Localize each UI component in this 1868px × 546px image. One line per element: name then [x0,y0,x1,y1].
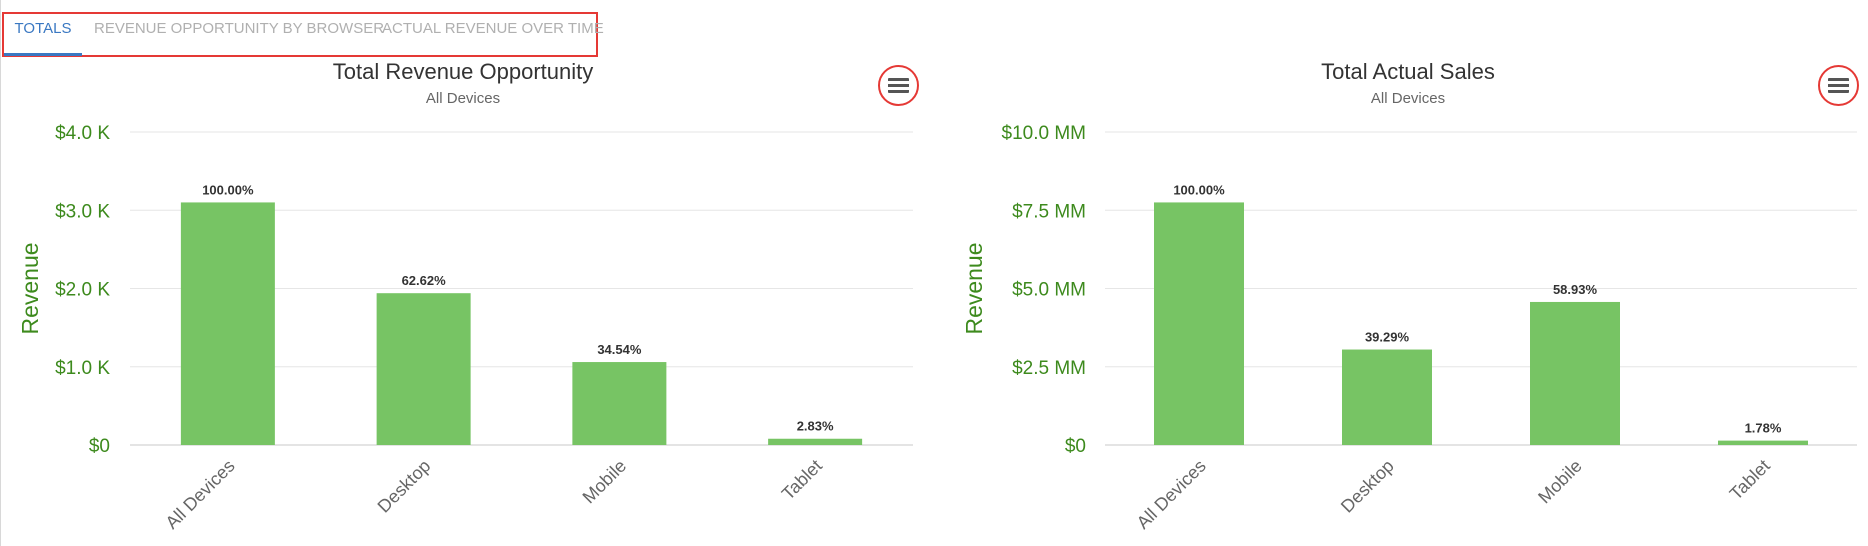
x-tick-label: Tablet [1726,456,1774,504]
y-tick-label: $1.0 K [55,358,110,379]
x-tick-label: Mobile [579,456,631,508]
actual-sales-chart-svg: Total Actual Sales All Devices $0 $2.5 MM $5… [961,60,1857,533]
hamburger-menu-icon [888,78,909,93]
y-tick-label: $7.5 MM [1012,201,1086,222]
y-tick-label: $2.0 K [55,280,110,301]
data-label: 1.78% [1745,421,1782,436]
data-label: 100.00% [202,182,254,197]
x-tick-label: Mobile [1534,456,1586,508]
tab-totals[interactable]: TOTALS [4,14,82,56]
data-label: 100.00% [1173,182,1225,197]
chart-title: Total Actual Sales [1321,60,1495,84]
bar [180,202,275,445]
x-tick-label: Desktop [374,456,435,517]
tab-revenue-opportunity-by-browser[interactable]: REVENUE OPPORTUNITY BY BROWSER [94,20,385,37]
x-tick-label: All Devices [1133,456,1210,533]
bar [1154,202,1244,445]
chart-subtitle: All Devices [1371,90,1445,107]
data-label: 58.93% [1553,282,1598,297]
data-label: 62.62% [402,273,447,288]
bar [1342,349,1432,445]
x-tick-label: All Devices [162,456,239,533]
data-label: 34.54% [597,342,642,357]
actual-sales-chart: Total Actual Sales All Devices $0 $2.5 MM $5… [930,60,1868,546]
chart-title: Total Revenue Opportunity [333,60,594,84]
left-border [0,0,1,546]
y-tick-label: $2.5 MM [1012,358,1086,379]
bar [572,362,667,445]
y-tick-label: $5.0 MM [1012,280,1086,301]
y-axis-label: Revenue [17,242,43,334]
x-tick-label: Tablet [778,456,826,504]
bar [376,293,471,445]
bar [1530,301,1620,445]
chart-subtitle: All Devices [426,90,500,107]
y-tick-label: $10.0 MM [1002,123,1086,144]
hamburger-menu-icon [1828,78,1849,93]
y-tick-label: $4.0 K [55,123,110,144]
revenue-opportunity-chart: Total Revenue Opportunity All Devices $0 $1… [0,60,930,546]
data-label: 2.83% [797,419,834,434]
y-tick-label: $0 [1065,436,1086,457]
data-label: 39.29% [1365,330,1410,345]
revenue-opportunity-chart-svg: Total Revenue Opportunity All Devices $0 $1… [17,60,913,533]
tab-actual-revenue-over-time[interactable]: ACTUAL REVENUE OVER TIME [382,20,604,37]
y-tick-label: $3.0 K [55,201,110,222]
x-tick-label: Desktop [1337,456,1398,517]
chart-menu-button[interactable] [878,65,919,106]
y-tick-label: $0 [89,436,110,457]
bar [1718,440,1808,445]
bar [768,438,863,445]
tab-bar: TOTALS REVENUE OPPORTUNITY BY BROWSER AC… [2,12,604,57]
chart-menu-button[interactable] [1818,65,1859,106]
y-axis-label: Revenue [961,242,987,334]
